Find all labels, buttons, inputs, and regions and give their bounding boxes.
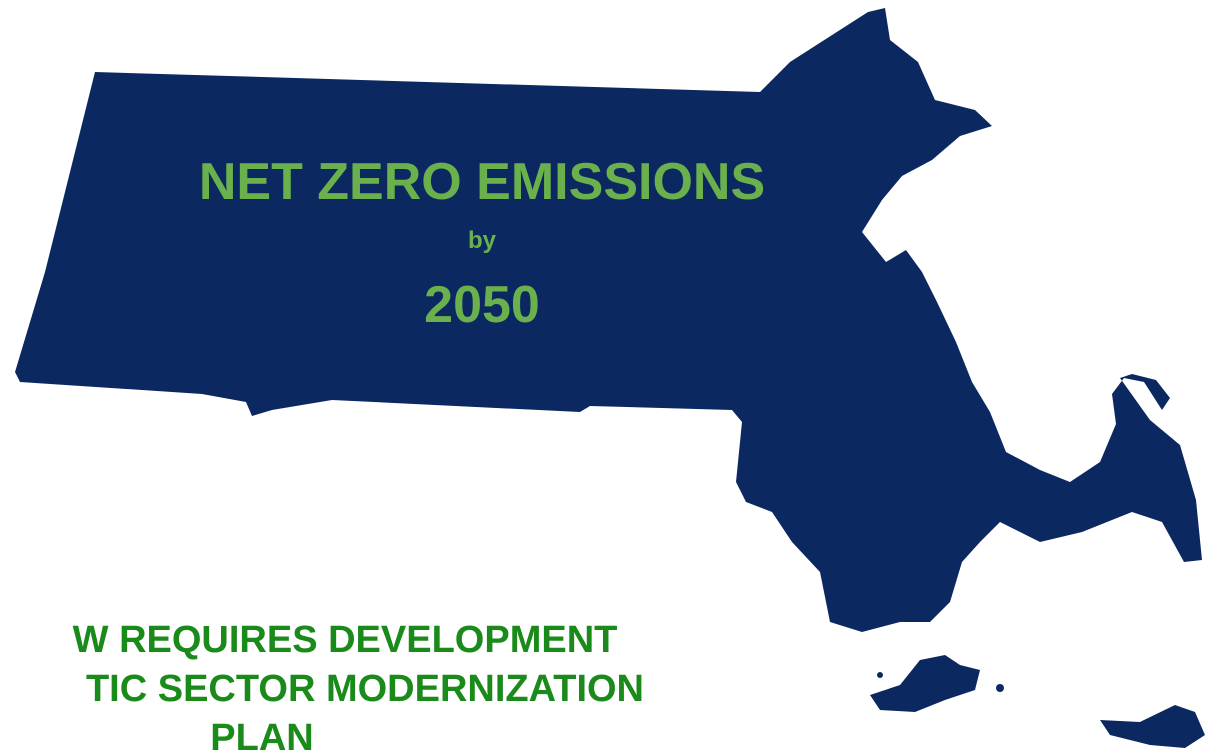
headline-year: 2050	[424, 276, 540, 334]
headline-title: NET ZERO EMISSIONS	[199, 153, 765, 211]
state-map	[15, 8, 1205, 748]
island	[877, 672, 883, 678]
island	[870, 655, 980, 712]
caption-line: PLAN	[210, 717, 313, 755]
island	[996, 684, 1004, 692]
caption-line: W REQUIRES DEVELOPMENT	[73, 619, 618, 661]
island	[1100, 705, 1205, 748]
mainland	[15, 8, 1202, 632]
caption-line: TIC SECTOR MODERNIZATION	[86, 668, 644, 710]
headline-connector: by	[468, 227, 497, 254]
